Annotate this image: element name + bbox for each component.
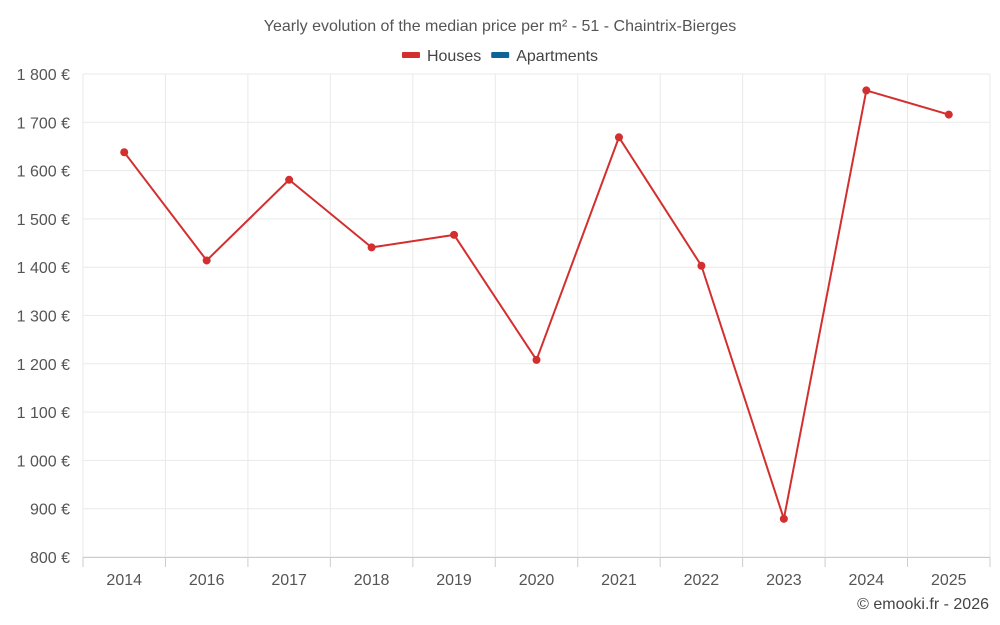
y-tick-label: 900 € — [30, 502, 70, 519]
x-tick-label: 2023 — [766, 572, 802, 589]
data-point-houses-2014[interactable] — [120, 148, 129, 157]
legend-swatch — [401, 52, 420, 58]
x-tick-label: 2025 — [931, 572, 967, 589]
x-tick-label: 2017 — [271, 572, 307, 589]
data-point-houses-2019[interactable] — [450, 230, 459, 239]
y-tick-label: 1 300 € — [17, 309, 70, 326]
series-layer — [120, 86, 953, 523]
x-tick-label: 2014 — [106, 572, 142, 589]
y-tick-label: 800 € — [30, 550, 70, 567]
y-tick-label: 1 400 € — [17, 260, 70, 277]
x-tick-label: 2021 — [601, 572, 637, 589]
legend-item-houses[interactable]: Houses — [401, 48, 481, 65]
y-tick-label: 1 100 € — [17, 405, 70, 422]
legend: Houses Apartments — [401, 48, 598, 65]
data-point-houses-2024[interactable] — [862, 86, 871, 95]
data-point-houses-2018[interactable] — [367, 243, 376, 252]
x-tick-label: 2018 — [354, 572, 390, 589]
y-tick-label: 1 000 € — [17, 453, 70, 470]
y-tick-label: 1 800 € — [17, 67, 70, 84]
y-tick-label: 1 600 € — [17, 164, 70, 181]
y-tick-label: 1 500 € — [17, 212, 70, 229]
data-point-houses-2021[interactable] — [614, 133, 623, 142]
x-tick-label: 2016 — [189, 572, 225, 589]
credit-text: © emooki.fr - 2026 — [857, 596, 989, 613]
legend-swatch — [491, 52, 510, 58]
y-tick-label: 1 700 € — [17, 115, 70, 132]
legend-item-apartments[interactable]: Apartments — [491, 48, 598, 65]
y-tick-label: 1 200 € — [17, 357, 70, 374]
grid-lines — [82, 73, 991, 558]
x-axis: 2014 2016 2017 2018 2019 2020 2021 2022 2023 2024… — [82, 557, 991, 589]
data-point-houses-2022[interactable] — [697, 261, 706, 270]
x-tick-label: 2019 — [436, 572, 472, 589]
y-axis: 800 € 900 € 1 000 € 1 100 € 1 200 € 1 300 € 1 … — [17, 67, 70, 567]
legend-label: Houses — [427, 48, 481, 65]
chart-title: Yearly evolution of the median price per… — [264, 18, 737, 35]
data-point-houses-2017[interactable] — [285, 175, 294, 184]
data-point-houses-2023[interactable] — [779, 514, 788, 523]
data-point-houses-2020[interactable] — [532, 355, 541, 364]
data-point-houses-2016[interactable] — [202, 256, 211, 265]
x-tick-label: 2020 — [519, 572, 555, 589]
legend-label: Apartments — [516, 48, 598, 65]
x-tick-label: 2022 — [684, 572, 720, 589]
data-point-houses-2025[interactable] — [944, 110, 953, 119]
x-tick-label: 2024 — [849, 572, 885, 589]
